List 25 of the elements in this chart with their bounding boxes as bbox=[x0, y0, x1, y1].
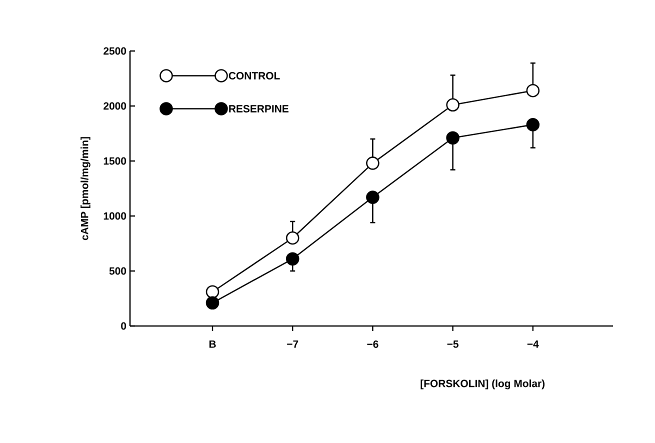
y-tick-label: 1500 bbox=[104, 157, 126, 165]
x-tick-label: −7 bbox=[287, 340, 298, 348]
legend-label: RESERPINE bbox=[229, 105, 288, 112]
point bbox=[206, 296, 220, 310]
point bbox=[286, 252, 300, 266]
x-tick-label: −6 bbox=[367, 340, 378, 348]
point bbox=[286, 231, 300, 245]
y-tick-label: 2500 bbox=[104, 47, 126, 55]
legend-label: CONTROL bbox=[228, 72, 280, 80]
y-tick-label: 0 bbox=[121, 322, 126, 330]
point bbox=[526, 118, 540, 132]
point bbox=[366, 190, 380, 204]
point bbox=[206, 285, 220, 299]
point bbox=[446, 98, 460, 112]
x-tick-label: B bbox=[209, 340, 216, 348]
y-tick-label: 1000 bbox=[104, 212, 126, 220]
point bbox=[366, 156, 380, 170]
y-axis-title: cAMP [pmol/mg/min] bbox=[80, 137, 90, 240]
x-tick-label: −4 bbox=[527, 340, 539, 348]
point bbox=[446, 131, 460, 145]
x-tick-label: −5 bbox=[447, 340, 458, 348]
y-tick-label: 500 bbox=[109, 267, 126, 275]
point bbox=[526, 84, 540, 98]
y-tick-label: 2000 bbox=[104, 102, 126, 110]
x-axis-title: [FORSKOLIN] (log Molar) bbox=[420, 380, 545, 390]
